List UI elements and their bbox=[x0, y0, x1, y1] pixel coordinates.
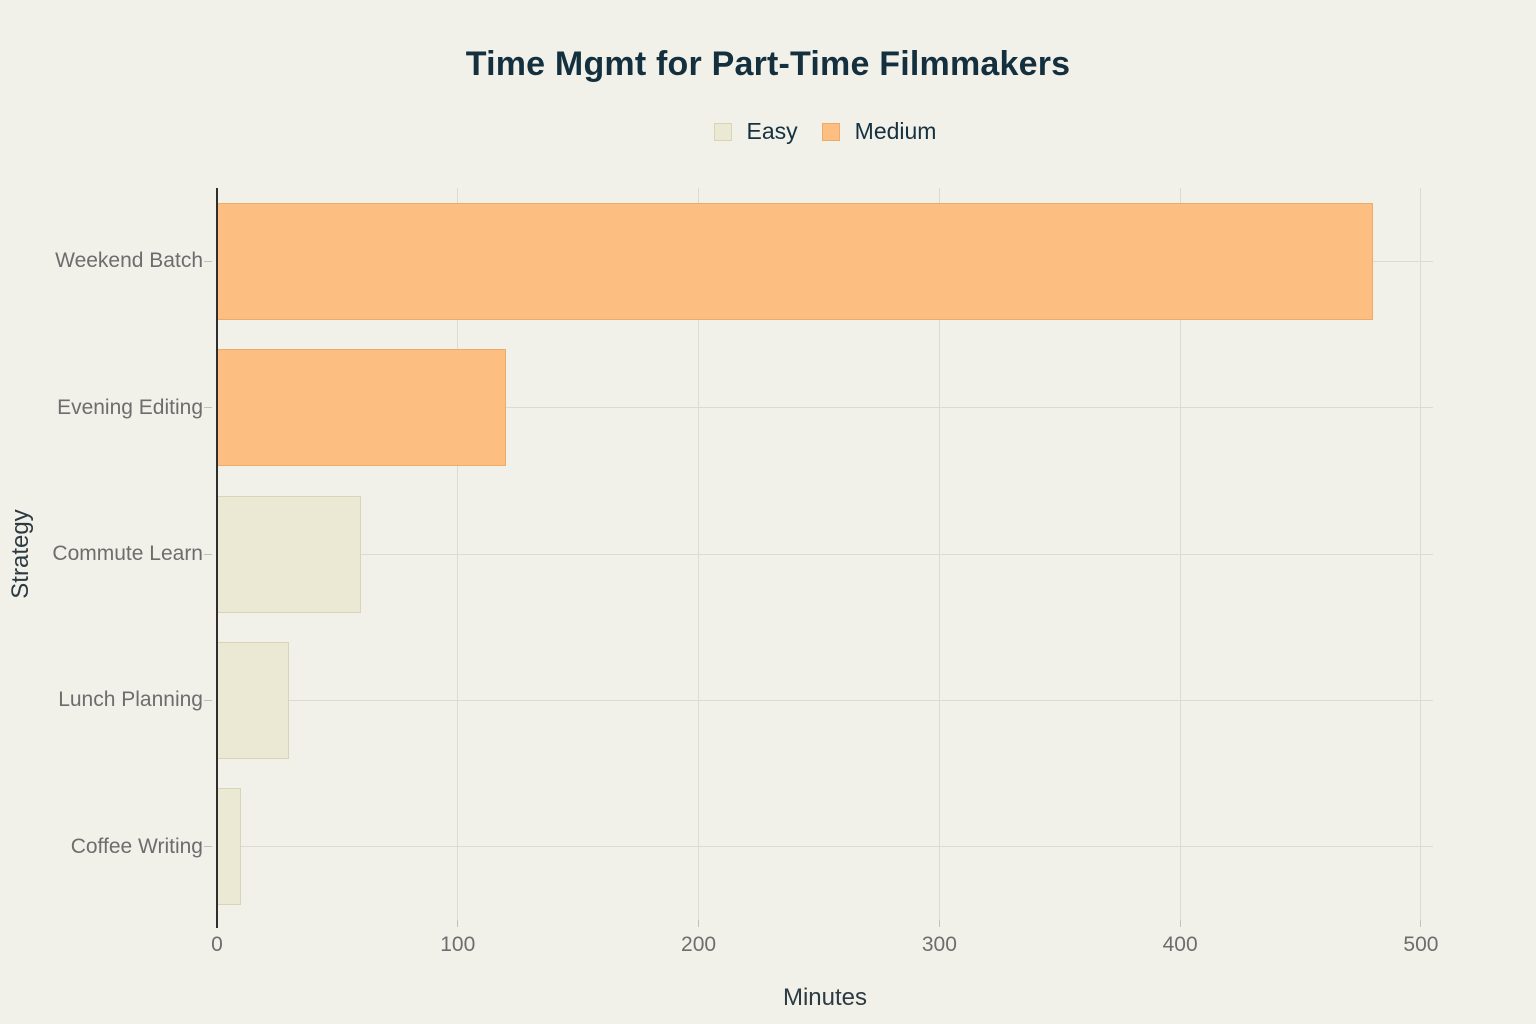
y-tick-4 bbox=[204, 846, 212, 848]
bar-coffee-writing bbox=[217, 788, 242, 906]
category-label-1: Evening Editing bbox=[57, 395, 203, 419]
x-tick-label-200: 200 bbox=[681, 933, 717, 956]
x-tick-500 bbox=[1420, 920, 1422, 927]
x-tick-label-300: 300 bbox=[921, 933, 957, 956]
y-tick-3 bbox=[204, 699, 212, 701]
legend: Easy Medium bbox=[217, 118, 1433, 145]
plot-area: 0 100 200 300 400 500 Weekend Batch Evening Edi… bbox=[52, 188, 1438, 956]
chart-title: Time Mgmt for Part-Time Filmmakers bbox=[465, 45, 1071, 83]
y-tick-2 bbox=[204, 553, 212, 555]
medium-swatch-icon bbox=[821, 122, 840, 141]
category-label-3: Lunch Planning bbox=[58, 688, 203, 712]
bar-commute-learn bbox=[217, 495, 362, 613]
y-tick-0 bbox=[204, 260, 212, 262]
y-axis-title: Strategy bbox=[7, 509, 34, 599]
legend-item-medium[interactable]: Medium bbox=[821, 118, 937, 145]
bar-evening-editing bbox=[217, 349, 506, 467]
x-zeroline bbox=[216, 188, 218, 928]
category-label-4: Coffee Writing bbox=[70, 834, 203, 858]
easy-swatch-icon bbox=[713, 122, 732, 141]
x-tick-label-500: 500 bbox=[1403, 933, 1439, 956]
legend-label-easy: Easy bbox=[746, 118, 798, 144]
x-axis-title: Minutes bbox=[782, 984, 868, 1011]
gridline-y-4 bbox=[217, 846, 1433, 848]
x-tick-100 bbox=[457, 920, 459, 927]
bar-weekend-batch bbox=[217, 202, 1373, 320]
bar-lunch-planning bbox=[217, 641, 290, 759]
legend-label-medium: Medium bbox=[854, 118, 937, 144]
x-tick-label-100: 100 bbox=[440, 933, 476, 956]
x-tick-label-0: 0 bbox=[211, 933, 223, 956]
x-tick-label-400: 400 bbox=[1162, 933, 1198, 956]
gridline-y-2 bbox=[217, 553, 1433, 555]
legend-item-easy[interactable]: Easy bbox=[713, 118, 798, 145]
gridline-y-1 bbox=[217, 407, 1433, 409]
x-tick-400 bbox=[1179, 920, 1181, 927]
x-tick-200 bbox=[698, 920, 700, 927]
x-tick-300 bbox=[938, 920, 940, 927]
category-label-0: Weekend Batch bbox=[55, 249, 203, 273]
category-label-2: Commute Learn bbox=[52, 542, 203, 565]
gridline-y-3 bbox=[217, 699, 1433, 701]
y-tick-1 bbox=[204, 407, 212, 409]
